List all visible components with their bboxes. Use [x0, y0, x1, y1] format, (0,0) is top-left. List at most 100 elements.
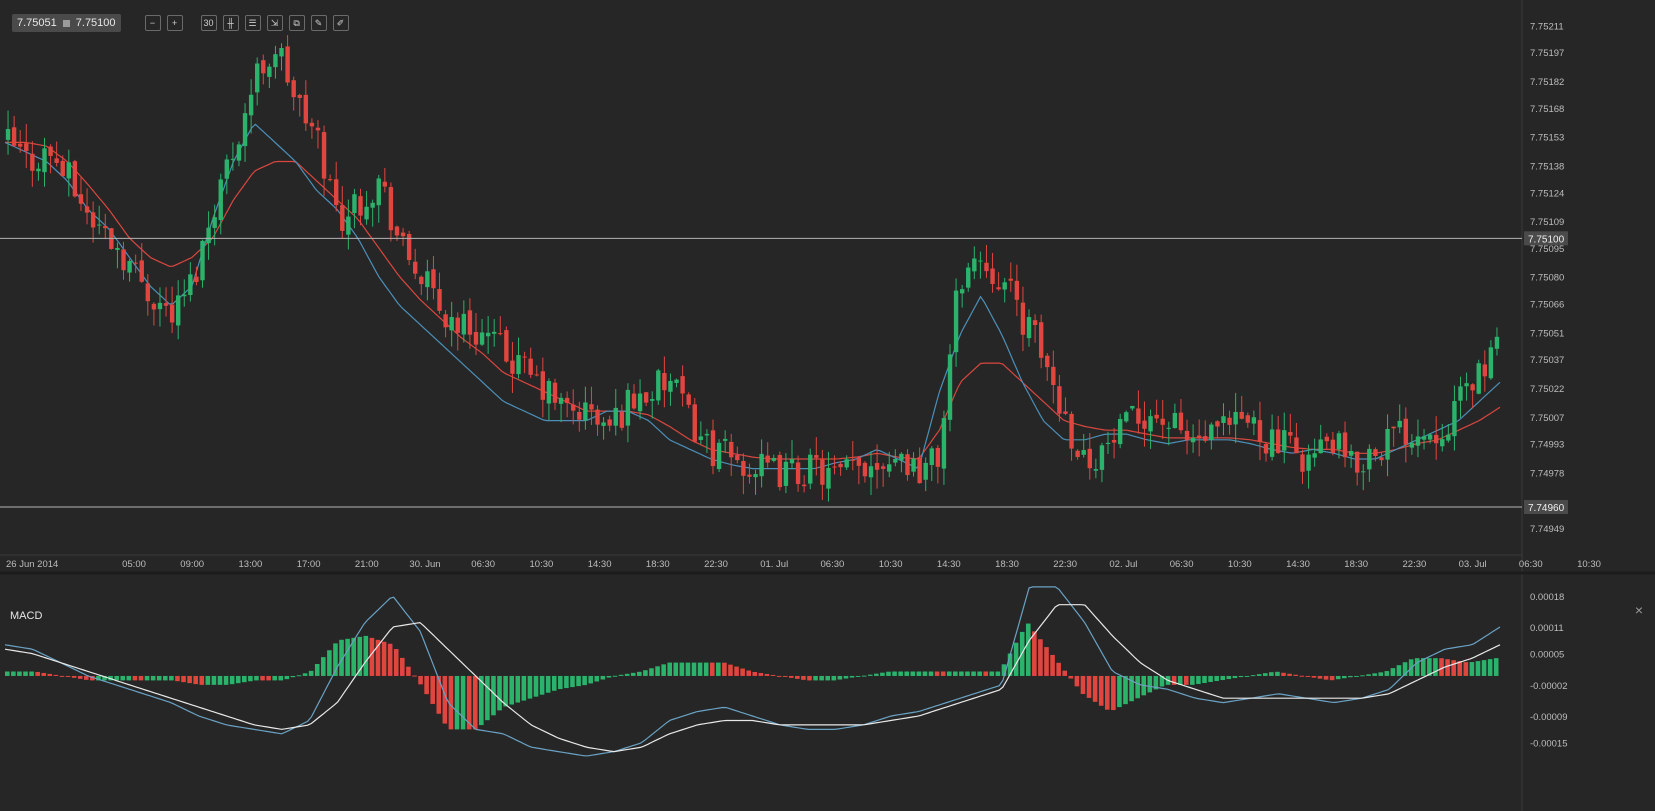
candle-body: [352, 194, 357, 214]
macd-histogram-bar: [248, 675, 253, 682]
candle-body: [625, 389, 631, 426]
macd-histogram-bar: [193, 675, 198, 685]
candle-body: [1069, 413, 1074, 449]
quote-box[interactable]: 7.75051 7.75100: [12, 14, 121, 32]
candle-body: [1464, 383, 1469, 387]
candle-body: [941, 418, 947, 469]
candle-body: [157, 302, 163, 310]
candle-body: [327, 179, 333, 181]
candle-body: [631, 393, 637, 409]
macd-histogram-bar: [1098, 675, 1104, 706]
candle-body: [1251, 417, 1257, 424]
macd-histogram-bar: [1427, 658, 1432, 676]
candle-body: [747, 474, 752, 477]
candle-body: [139, 260, 144, 282]
time-axis-label: 10:30: [879, 559, 903, 570]
candle-body: [1032, 320, 1038, 325]
candle-body: [309, 122, 315, 127]
candle-body: [1184, 430, 1190, 441]
macd-histogram-bar: [728, 664, 733, 676]
candle-body: [151, 303, 157, 310]
time-axis[interactable]: 26 Jun 2014 05:00 09:00 13:00 17:00 21:00 30. …: [6, 559, 1601, 570]
macd-histogram-bar: [229, 675, 235, 685]
candle-body: [1318, 439, 1323, 454]
macd-histogram-bar: [886, 671, 891, 676]
macd-histogram-bar: [84, 675, 89, 680]
macd-histogram-bar: [770, 674, 776, 676]
candle-body: [1294, 437, 1299, 454]
candle-body: [540, 371, 546, 400]
candle-body: [589, 404, 594, 410]
macd-histogram-bar: [485, 675, 490, 721]
macd-histogram-bar: [630, 672, 636, 676]
price-axis-label: 7.75153: [1530, 133, 1564, 144]
indicators-icon[interactable]: ☰: [244, 15, 261, 31]
candle-body: [285, 46, 290, 83]
macd-histogram-bar: [333, 643, 338, 676]
macd-axis-label: -0.00009: [1530, 712, 1568, 723]
macd-histogram-bar: [1056, 662, 1061, 676]
close-panel-icon[interactable]: ×: [1634, 602, 1643, 618]
macd-histogram-bar: [892, 671, 897, 676]
candle-body: [1367, 448, 1372, 470]
price-axis-label: 7.75051: [1530, 328, 1564, 339]
chart-settings-icon[interactable]: ⇲: [266, 15, 283, 31]
candle-body: [668, 380, 673, 392]
macd-histogram-bar: [424, 675, 429, 695]
candle-body: [583, 402, 588, 421]
candle-body: [242, 113, 248, 147]
candle-body: [1081, 450, 1086, 455]
candle-body: [48, 146, 53, 156]
macd-histogram-bar: [1475, 661, 1481, 676]
macd-histogram-bar: [1402, 662, 1408, 676]
candle-body: [425, 271, 430, 288]
zoom-in-icon[interactable]: +: [166, 15, 183, 31]
macd-histogram-bar: [1329, 675, 1335, 681]
macd-histogram-bar: [296, 675, 302, 677]
macd-histogram-bar: [564, 675, 569, 689]
timeframe-button[interactable]: 30: [200, 15, 217, 31]
macd-histogram-bar: [406, 666, 411, 676]
zoom-out-icon[interactable]: −: [144, 15, 161, 31]
candle-body: [1458, 386, 1463, 401]
macd-histogram-bar: [1414, 658, 1420, 676]
candle-body: [1446, 434, 1451, 441]
macd-histogram-bar: [242, 675, 247, 683]
price-axis-label: 7.75197: [1530, 48, 1564, 59]
time-axis-label: 26 Jun 2014: [6, 559, 58, 570]
macd-axis-label: -0.00002: [1530, 681, 1568, 692]
macd-histogram-bar: [1190, 675, 1195, 685]
macd-histogram-bar: [217, 675, 223, 685]
macd-histogram-bar: [989, 671, 995, 676]
candle-body: [413, 261, 418, 274]
candle-body: [1063, 411, 1068, 414]
macd-histogram-bar: [582, 675, 587, 686]
candlestick-type-icon[interactable]: ╫: [222, 15, 239, 31]
candle-body: [1385, 428, 1390, 460]
time-axis-label: 14:30: [937, 559, 961, 570]
layers-icon[interactable]: ⧉: [288, 15, 305, 31]
macd-histogram-bar: [393, 649, 399, 676]
price-axis-label: 7.75138: [1530, 161, 1564, 172]
macd-histogram-bar: [801, 675, 806, 680]
macd-histogram-bar: [59, 675, 65, 677]
macd-histogram-bar: [1232, 675, 1238, 679]
macd-panel[interactable]: [4, 586, 1501, 757]
candle-body: [315, 127, 321, 131]
price-axis[interactable]: 7.75211 7.75197 7.75182 7.75168 7.75153 7.751…: [1530, 21, 1564, 535]
candle-body: [959, 289, 965, 294]
time-axis-label: 06:30: [471, 559, 495, 570]
draw-pen-icon[interactable]: ✐: [332, 15, 349, 31]
candle-body: [96, 224, 102, 226]
candle-body: [929, 448, 934, 465]
candle-body: [1196, 435, 1202, 439]
macd-histogram-bar: [1469, 662, 1475, 676]
macd-histogram-bar: [199, 675, 205, 685]
macd-axis-label: 0.00011: [1530, 623, 1564, 634]
edit-icon[interactable]: ✎: [310, 15, 327, 31]
candlesticks[interactable]: [5, 35, 1500, 502]
horizontal-lines[interactable]: 7.75100 7.74960: [0, 231, 1568, 515]
candle-body: [650, 399, 655, 401]
